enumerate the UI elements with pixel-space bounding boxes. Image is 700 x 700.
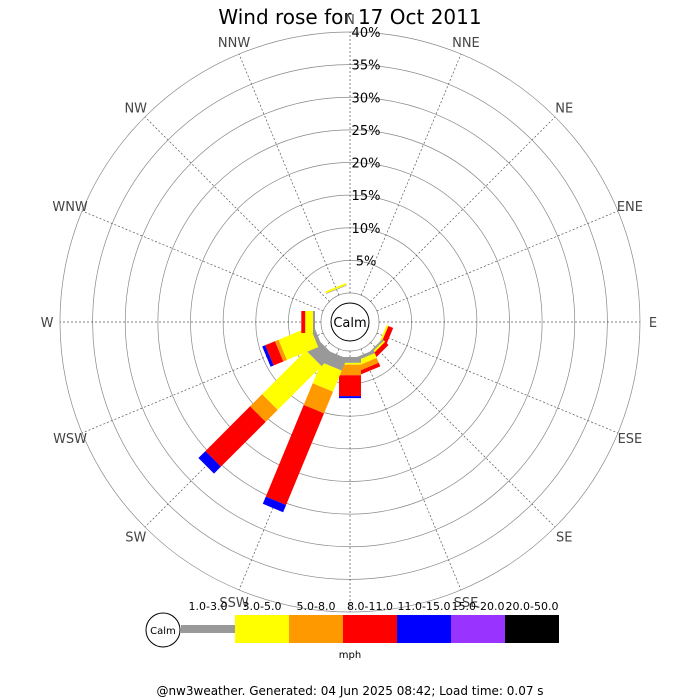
legend-swatch-11.0-15.0 <box>397 615 451 643</box>
grid-ring <box>124 96 576 548</box>
direction-label-se: SE <box>556 530 572 545</box>
legend-label-1.0-3.0: 1.0-3.0 <box>189 600 228 613</box>
spoke-se <box>370 342 556 528</box>
direction-label-ne: NE <box>555 102 573 117</box>
footer-text: @nw3weather. Generated: 04 Jun 2025 08:4… <box>156 684 543 698</box>
calm-circle: Calm <box>330 302 370 342</box>
bar-wsw-11.0-15.0 <box>262 345 274 367</box>
grid-ring <box>190 162 510 482</box>
bar-wsw-3.0-5.0 <box>278 326 319 360</box>
bar-s-8.0-11.0 <box>339 375 361 397</box>
radial-label: 40% <box>352 26 381 41</box>
bar-ssw-5.0-8.0 <box>303 383 333 414</box>
direction-label-nw: NW <box>124 102 147 117</box>
spoke-ne <box>370 116 556 302</box>
bar-sse-5.0-8.0 <box>356 358 379 372</box>
bar-s-5.0-8.0 <box>339 364 361 376</box>
bar-nnw-3.0-5.0 <box>325 283 347 294</box>
bar-sse-8.0-11.0 <box>358 362 381 375</box>
spoke-sw <box>144 342 330 528</box>
direction-label-n: N <box>345 13 355 28</box>
polar-grid <box>59 31 641 613</box>
bar-sw-5.0-8.0 <box>250 394 278 422</box>
spoke-nw <box>144 116 330 302</box>
legend-swatch-5.0-8.0 <box>289 615 343 643</box>
radial-label: 15% <box>352 189 381 204</box>
bar-nnw-1.0-3.0 <box>326 284 347 294</box>
radial-label: 35% <box>352 59 381 74</box>
legend-unit: mph <box>339 650 361 661</box>
legend-swatch-20.0-50.0 <box>505 615 559 643</box>
radial-label: 25% <box>352 124 381 139</box>
radial-label: 10% <box>352 222 381 237</box>
calm-label: Calm <box>333 316 366 331</box>
direction-label-nne: NNE <box>452 36 480 51</box>
direction-label-sse: SSE <box>454 596 479 611</box>
speed-legend: Calm 1.0-3.0 3.0-5.0 5.0-8.0 8.0-11.0 11.0-15… <box>145 600 559 661</box>
spoke-wnw <box>81 210 324 312</box>
direction-label-ese: ESE <box>618 432 643 447</box>
spoke-nnw <box>238 53 340 296</box>
radial-label: 30% <box>352 91 381 106</box>
spoke-ssw <box>238 348 340 591</box>
bar-sw-11.0-15.0 <box>198 451 221 474</box>
radial-labels: 5% 10% 15% 20% 25% 30% 35% 40% <box>352 26 381 269</box>
bar-w-8.0-11.0 <box>301 311 306 333</box>
legend-label-20.0-50.0: 20.0-50.0 <box>506 600 559 613</box>
bar-sw-8.0-11.0 <box>205 406 266 467</box>
direction-labels: NNNENEENEEESESESSESSSWSWWSWWWNWNWNNW <box>41 13 658 634</box>
bar-ssw-8.0-11.0 <box>265 405 324 505</box>
legend-swatch-8.0-11.0 <box>343 615 397 643</box>
direction-label-wsw: WSW <box>53 432 87 447</box>
spoke-sse <box>360 348 462 591</box>
spoke-ene <box>376 210 619 312</box>
bar-s-11.0-15.0 <box>339 396 361 399</box>
bar-sw-3.0-5.0 <box>262 350 322 410</box>
radial-label: 5% <box>356 254 377 269</box>
direction-label-wnw: WNW <box>52 200 88 215</box>
legend-label-3.0-5.0: 3.0-5.0 <box>243 600 282 613</box>
spoke-nne <box>360 53 462 296</box>
legend-calm-circle <box>145 612 181 648</box>
direction-label-w: W <box>41 316 54 331</box>
bar-wsw-8.0-11.0 <box>265 341 284 366</box>
spoke-ese <box>376 332 619 434</box>
chart-title: Wind rose for 17 Oct 2011 <box>218 5 481 29</box>
bar-ssw-3.0-5.0 <box>312 362 342 392</box>
legend-label-5.0-8.0: 5.0-8.0 <box>297 600 336 613</box>
bar-wsw-5.0-8.0 <box>274 339 287 362</box>
legend-swatch-3.0-5.0 <box>235 615 289 643</box>
direction-label-ene: ENE <box>617 200 643 215</box>
bar-ssw-11.0-15.0 <box>262 496 287 513</box>
legend-label-8.0-11.0: 8.0-11.0 <box>347 600 393 613</box>
legend-swatch-1.0-3.0 <box>181 625 235 633</box>
radial-label: 20% <box>352 157 381 172</box>
direction-label-ssw: SSW <box>219 596 249 611</box>
direction-label-sw: SW <box>125 530 146 545</box>
direction-label-e: E <box>649 316 657 331</box>
legend-label-11.0-15.0: 11.0-15.0 <box>398 600 451 613</box>
legend-swatch-15.0-20.0 <box>451 615 505 643</box>
wind-bars <box>198 283 394 513</box>
grid-ring <box>157 129 543 515</box>
spoke-wsw <box>81 332 324 434</box>
legend-calm-label: Calm <box>150 626 176 637</box>
direction-label-nnw: NNW <box>218 36 250 51</box>
bar-w-3.0-5.0 <box>305 311 313 333</box>
legend-label-15.0-20.0: 15.0-20.0 <box>452 600 505 613</box>
bar-w-1.0-3.0 <box>313 311 315 333</box>
